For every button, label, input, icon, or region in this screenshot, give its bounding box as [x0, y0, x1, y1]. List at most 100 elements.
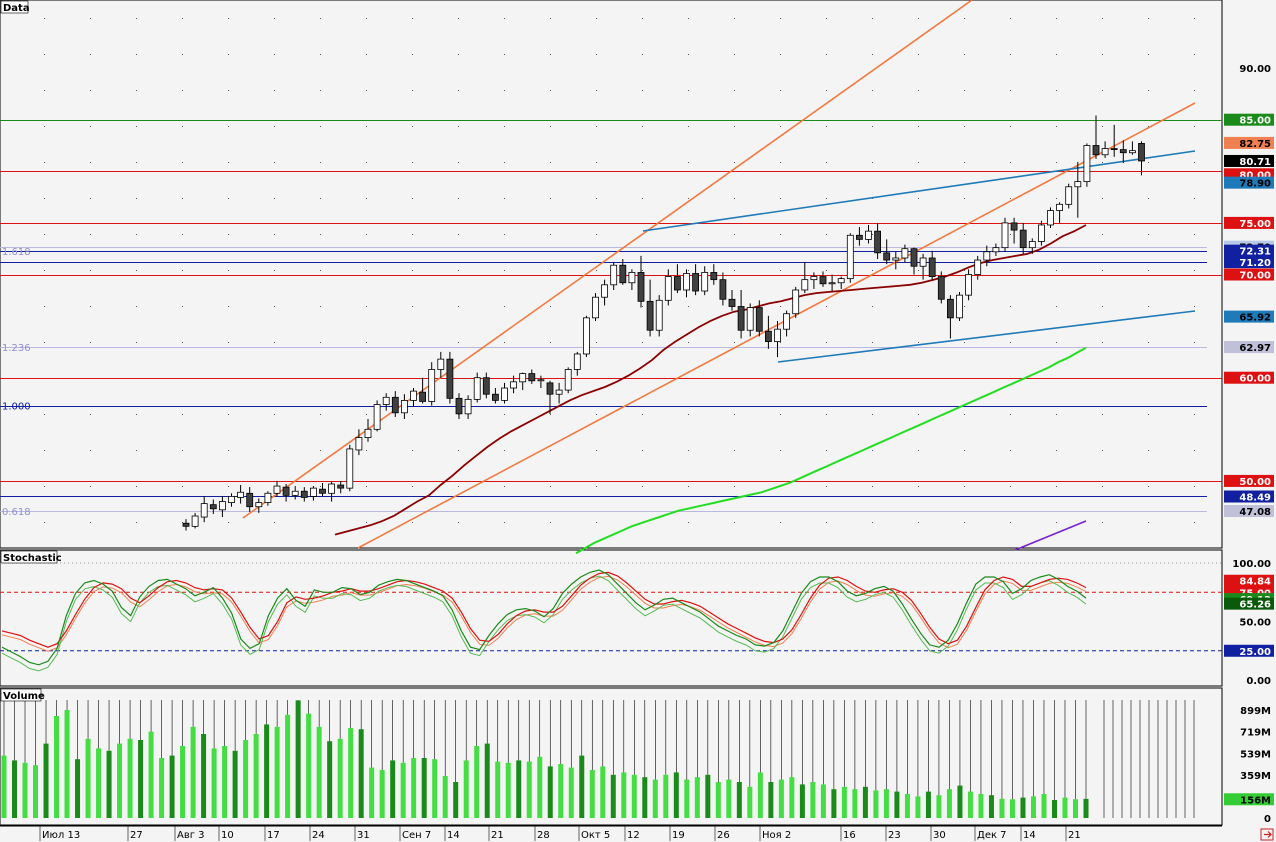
grid-dot — [688, 234, 689, 235]
candle-body — [410, 390, 417, 401]
volume-bar — [327, 741, 333, 818]
grid-dot — [1056, 450, 1057, 451]
fib-ratio-label: 0.618 — [2, 507, 31, 518]
candle-body — [182, 522, 190, 527]
grid-dot — [90, 270, 91, 271]
grid-dot — [596, 234, 597, 235]
volume-bar — [526, 761, 532, 818]
volume-bar — [190, 726, 196, 818]
grid-dot — [228, 90, 229, 91]
grid-dot — [320, 234, 321, 235]
grid-dot — [1102, 306, 1103, 307]
grid-dot — [826, 198, 827, 199]
stochastic-axis-tick: 0.00 — [1246, 676, 1271, 687]
grid-dot — [412, 198, 413, 199]
grid-dot — [734, 522, 735, 523]
volume-bar — [736, 782, 742, 818]
volume-bar — [537, 756, 543, 818]
volume-bar — [904, 794, 910, 818]
grid-dot — [90, 54, 91, 55]
volume-bar — [127, 738, 133, 818]
grid-dot — [734, 126, 735, 127]
candle-body — [209, 504, 217, 510]
stochastic-lines — [0, 562, 1222, 672]
grid-dot — [504, 162, 505, 163]
volume-bar — [264, 724, 270, 818]
price-axis-label: 65.92 — [1239, 313, 1271, 324]
grid-dot — [1056, 234, 1057, 235]
grid-dot — [228, 126, 229, 127]
grid-dot — [780, 306, 781, 307]
grid-dot — [320, 54, 321, 55]
candle-body — [628, 272, 636, 284]
grid-dot — [642, 270, 643, 271]
volume-bar — [432, 759, 438, 818]
grid-dot — [1194, 270, 1195, 271]
grid-dot — [228, 414, 229, 415]
grid-dot — [918, 162, 919, 163]
grid-dot — [872, 342, 873, 343]
volume-bar — [484, 743, 490, 818]
stochastic-panel-title: Stochastic — [3, 553, 62, 564]
candle-body — [1129, 150, 1136, 154]
stochastic-panel[interactable] — [0, 549, 1223, 687]
time-axis-label: 30 — [933, 830, 946, 841]
grid-dot — [596, 18, 597, 19]
grid-dot — [596, 90, 597, 91]
grid-dot — [550, 126, 551, 127]
grid-dot — [1010, 126, 1011, 127]
volume-bar — [54, 716, 60, 818]
candle-body — [291, 490, 299, 496]
grid-dot — [136, 18, 137, 19]
time-axis-label: 31 — [357, 830, 370, 841]
grid-dot — [918, 306, 919, 307]
volume-bar — [12, 760, 18, 818]
grid-dot — [504, 270, 505, 271]
price-axis-label-box — [1224, 136, 1274, 149]
volume-bar — [768, 782, 774, 818]
time-axis-label: 21 — [491, 830, 504, 841]
candle-body — [828, 282, 836, 285]
grid-dot — [550, 522, 551, 523]
grid-dot — [1010, 18, 1011, 19]
grid-dot — [182, 234, 183, 235]
grid-dot — [458, 522, 459, 523]
price-axis-label: 71.20 — [1239, 258, 1271, 269]
grid-dot — [550, 342, 551, 343]
volume-panel-title: Volume — [3, 691, 45, 702]
grid-dot — [1148, 270, 1149, 271]
volume-bar — [390, 760, 396, 818]
candle-body — [400, 400, 408, 414]
grid-dot — [458, 198, 459, 199]
volume-axis-tick: 539M — [1240, 749, 1271, 760]
grid-dot — [1102, 18, 1103, 19]
volume-bar — [22, 762, 28, 818]
grid-dot — [182, 198, 183, 199]
price-axis-label: 50.00 — [1239, 477, 1271, 488]
grid-dot — [274, 234, 275, 235]
candle-body — [947, 298, 954, 319]
scroll-right-icon[interactable] — [1260, 828, 1274, 841]
candle-body — [255, 502, 263, 508]
grid-dot — [780, 270, 781, 271]
grid-dot — [872, 486, 873, 487]
price-axis-label: 48.49 — [1239, 492, 1271, 503]
candle-body — [983, 251, 991, 261]
grid-dot — [872, 306, 873, 307]
price-axis-label: 80.00 — [1239, 170, 1271, 181]
grid-dot — [642, 162, 643, 163]
grid-dot — [182, 306, 183, 307]
grid-dot — [872, 162, 873, 163]
stochastic-d-line — [1, 571, 1087, 648]
grid-dot — [412, 162, 413, 163]
volume-axis-label-box — [1224, 793, 1274, 806]
grid-dot — [1010, 414, 1011, 415]
candle-body — [1028, 241, 1036, 249]
stochastic-axis-label: 65.26 — [1239, 600, 1271, 611]
grid-dot — [872, 54, 873, 55]
price-axis-label: 82.75 — [1239, 139, 1271, 150]
candle-body — [264, 492, 272, 503]
price-axis-tick: 90.00 — [1239, 64, 1271, 75]
grid-dot — [872, 522, 873, 523]
